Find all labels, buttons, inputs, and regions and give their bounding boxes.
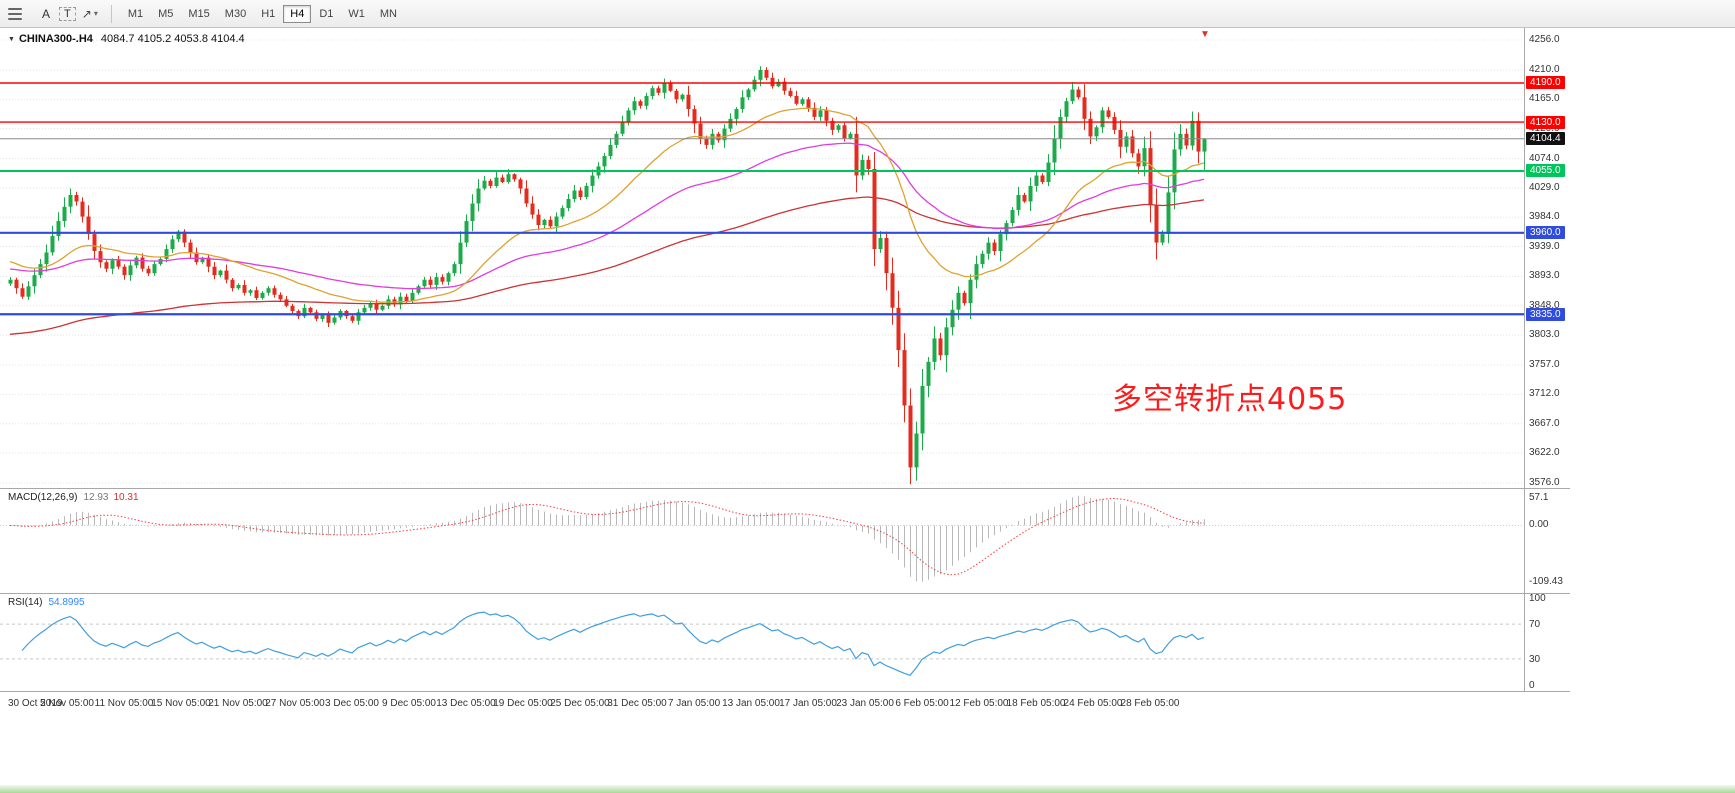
macd-axis-label: 0.00 xyxy=(1529,519,1549,531)
time-axis-label: 13 Jan 05:00 xyxy=(722,698,780,709)
price-axis[interactable]: 4256.04210.04165.04120.04074.04029.03984… xyxy=(1525,28,1734,691)
time-axis-label: 15 Nov 05:00 xyxy=(151,698,211,709)
price-tick-label: 4074.0 xyxy=(1529,152,1560,164)
cursor-arrow-icon: ↗ xyxy=(81,6,92,21)
price-tick-label: 3893.0 xyxy=(1529,270,1560,282)
rsi-axis-label: 70 xyxy=(1529,619,1541,631)
time-axis-label: 13 Dec 05:00 xyxy=(436,698,496,709)
time-axis-label: 3 Dec 05:00 xyxy=(325,698,379,709)
price-tick-label: 3848.0 xyxy=(1529,299,1560,311)
top-toolbar: A T ↗ ▾ M1 M5 M15 M30 H1 H4 D1 W1 MN xyxy=(0,0,1735,28)
toolbar-separator xyxy=(110,4,112,23)
price-tick-label: 4210.0 xyxy=(1529,63,1560,75)
panel-separator[interactable] xyxy=(0,488,1570,489)
current-price-tag: 4104.4 xyxy=(1526,132,1565,146)
timeframe-button-d1[interactable]: D1 xyxy=(312,5,340,23)
bottom-edge-strip xyxy=(0,785,1735,793)
level-price-tag[interactable]: 4130.0 xyxy=(1526,115,1565,129)
text-tool-button[interactable]: A xyxy=(35,5,57,23)
price-tick-label: 3667.0 xyxy=(1529,417,1560,429)
price-tick-label: 4165.0 xyxy=(1529,93,1560,105)
time-axis-label: 6 Feb 05:00 xyxy=(895,698,949,709)
panel-separator[interactable] xyxy=(0,593,1570,594)
time-axis-label: 7 Jan 05:00 xyxy=(667,698,721,709)
chart-window: ▼ CHINA300-.H4 4084.7 4105.2 4053.8 4104.4… xyxy=(0,28,1735,793)
price-tick-label: 3622.0 xyxy=(1529,447,1560,459)
rsi-title: RSI(14) 54.8995 xyxy=(8,597,85,608)
time-axis-label: 19 Dec 05:00 xyxy=(493,698,553,709)
macd-axis-label: -109.43 xyxy=(1529,576,1563,587)
level-price-tag[interactable]: 3835.0 xyxy=(1526,307,1565,321)
timeframe-button-w1[interactable]: W1 xyxy=(341,5,372,23)
time-axis-label: 18 Feb 05:00 xyxy=(1006,698,1066,709)
macd-histogram xyxy=(16,495,1205,582)
macd-signal-line xyxy=(9,497,1205,576)
timeframe-button-h4[interactable]: H4 xyxy=(283,4,312,23)
macd-signal-value: 10.31 xyxy=(113,492,139,503)
time-axis-label: 28 Feb 05:00 xyxy=(1120,698,1180,709)
macd-label: MACD(12,26,9) xyxy=(8,492,78,503)
rsi-label: RSI(14) xyxy=(8,597,43,608)
macd-title: MACD(12,26,9) 12.93 10.31 xyxy=(8,492,139,503)
price-tick-label: 3576.0 xyxy=(1529,476,1560,488)
time-axis-label: 9 Dec 05:00 xyxy=(382,698,436,709)
chart-title: ▼ CHINA300-.H4 4084.7 4105.2 4053.8 4104.4 xyxy=(8,33,245,45)
macd-axis-label: 57.1 xyxy=(1529,492,1549,503)
timeframe-button-m30[interactable]: M30 xyxy=(218,5,253,23)
macd-value: 12.93 xyxy=(83,492,109,503)
timeframe-button-m15[interactable]: M15 xyxy=(181,5,216,23)
level-price-tag[interactable]: 3960.0 xyxy=(1526,226,1565,240)
indicator-list-icon[interactable] xyxy=(5,5,33,23)
time-axis-label: 30 Oct 2019 xyxy=(8,698,63,709)
price-gridlines xyxy=(0,39,1524,484)
textbox-tool-button[interactable]: T xyxy=(59,6,76,21)
ohlc-values: 4084.7 4105.2 4053.8 4104.4 xyxy=(100,33,245,45)
time-axis-label: 21 Nov 05:00 xyxy=(208,698,268,709)
time-axis-label: 31 Dec 05:00 xyxy=(607,698,667,709)
price-tick-label: 3712.0 xyxy=(1529,388,1560,400)
symbol-dropdown-icon[interactable]: ▼ xyxy=(8,36,15,43)
chart-shift-marker: ▼ xyxy=(1200,29,1210,40)
rsi-line xyxy=(21,611,1205,677)
price-tick-label: 3984.0 xyxy=(1529,211,1560,223)
ma-fast-line xyxy=(9,107,1205,303)
price-tick-label: 3757.0 xyxy=(1529,359,1560,371)
time-axis-label: 11 Nov 05:00 xyxy=(94,698,154,709)
rsi-value: 54.8995 xyxy=(48,597,85,608)
time-axis-label: 27 Nov 05:00 xyxy=(265,698,325,709)
timeframe-button-m1[interactable]: M1 xyxy=(121,5,150,23)
price-axis-separator xyxy=(1524,28,1525,691)
rsi-chart[interactable] xyxy=(0,593,1524,691)
trend-annotation[interactable]: 多空转折点4055 xyxy=(1112,382,1348,417)
price-tick-label: 3939.0 xyxy=(1529,240,1560,252)
timeframe-button-h1[interactable]: H1 xyxy=(254,5,282,23)
time-axis-separator xyxy=(0,691,1570,692)
time-axis-label: 25 Dec 05:00 xyxy=(550,698,610,709)
timeframe-button-mn[interactable]: MN xyxy=(373,5,404,23)
price-tick-label: 3803.0 xyxy=(1529,329,1560,341)
timeframe-button-m5[interactable]: M5 xyxy=(151,5,180,23)
rsi-axis-label: 100 xyxy=(1529,593,1546,604)
level-price-tag[interactable]: 4055.0 xyxy=(1526,164,1565,178)
time-axis-label: 12 Feb 05:00 xyxy=(949,698,1009,709)
ma-mid-line xyxy=(9,142,1205,290)
price-tick-label: 4029.0 xyxy=(1529,181,1560,193)
time-axis-label: 24 Feb 05:00 xyxy=(1063,698,1123,709)
candles-layer xyxy=(8,66,1207,485)
time-axis[interactable]: 30 Oct 2019 5 Nov 05:00 11 Nov 05:00 15 Nov… xyxy=(0,691,1570,717)
time-axis-label: 17 Jan 05:00 xyxy=(779,698,837,709)
symbol-name: CHINA300-.H4 xyxy=(18,33,93,45)
price-tick-label: 4256.0 xyxy=(1529,34,1560,45)
timeframe-group: M1 M5 M15 M30 H1 H4 D1 W1 MN xyxy=(121,4,404,23)
time-axis-label: 5 Nov 05:00 xyxy=(40,698,94,709)
chevron-down-icon: ▾ xyxy=(93,9,98,18)
level-price-tag[interactable]: 4190.0 xyxy=(1526,76,1565,90)
macd-chart[interactable] xyxy=(0,488,1524,593)
rsi-axis-label: 0 xyxy=(1529,680,1535,691)
rsi-axis-label: 30 xyxy=(1529,653,1541,665)
time-axis-label: 23 Jan 05:00 xyxy=(836,698,894,709)
price-chart[interactable] xyxy=(0,28,1524,488)
cursor-tool-button[interactable]: ↗ ▾ xyxy=(78,6,102,22)
